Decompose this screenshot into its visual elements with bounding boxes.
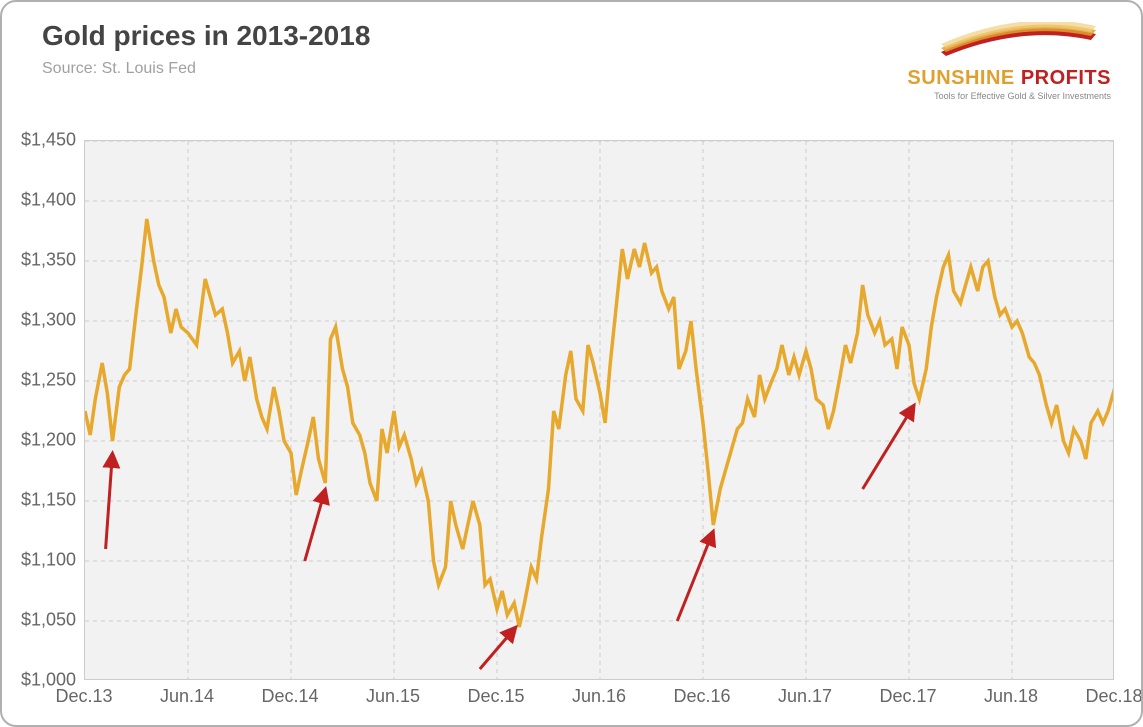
annotation-arrow	[305, 489, 326, 561]
y-tick-label: $1,100	[21, 550, 76, 571]
x-tick-label: Jun.15	[366, 686, 420, 707]
annotation-arrow	[480, 627, 516, 669]
brand-logo: SUNSHINE PROFITS Tools for Effective Gol…	[907, 22, 1111, 101]
x-tick-label: Jun.17	[778, 686, 832, 707]
chart-container: Gold prices in 2013-2018 Source: St. Lou…	[0, 0, 1143, 727]
y-tick-label: $1,300	[21, 310, 76, 331]
y-tick-label: $1,250	[21, 370, 76, 391]
logo-tagline: Tools for Effective Gold & Silver Invest…	[907, 91, 1111, 101]
x-tick-label: Dec.17	[879, 686, 936, 707]
x-tick-label: Jun.18	[984, 686, 1038, 707]
y-tick-label: $1,200	[21, 430, 76, 451]
y-tick-label: $1,050	[21, 610, 76, 631]
y-tick-label: $1,150	[21, 490, 76, 511]
y-tick-label: $1,400	[21, 190, 76, 211]
x-tick-label: Dec.18	[1085, 686, 1142, 707]
logo-text: SUNSHINE PROFITS	[907, 67, 1111, 90]
plot-area	[84, 140, 1114, 680]
x-tick-label: Jun.16	[572, 686, 626, 707]
x-axis-labels: Dec.13Jun.14Dec.14Jun.15Dec.15Jun.16Dec.…	[84, 686, 1114, 716]
x-tick-label: Dec.13	[55, 686, 112, 707]
logo-word-b: PROFITS	[1015, 67, 1111, 89]
logo-word-a: SUNSHINE	[907, 67, 1014, 89]
x-tick-label: Dec.14	[261, 686, 318, 707]
y-axis-labels: $1,000$1,050$1,100$1,150$1,200$1,250$1,3…	[2, 140, 80, 680]
annotation-arrow	[677, 531, 713, 621]
x-tick-label: Dec.15	[467, 686, 524, 707]
y-tick-label: $1,350	[21, 250, 76, 271]
y-tick-label: $1,450	[21, 130, 76, 151]
gold-price-line	[85, 219, 1113, 627]
chart-svg	[85, 141, 1113, 679]
logo-swoosh-icon	[931, 22, 1111, 62]
annotation-arrow	[863, 405, 915, 489]
x-tick-label: Dec.16	[673, 686, 730, 707]
x-tick-label: Jun.14	[160, 686, 214, 707]
